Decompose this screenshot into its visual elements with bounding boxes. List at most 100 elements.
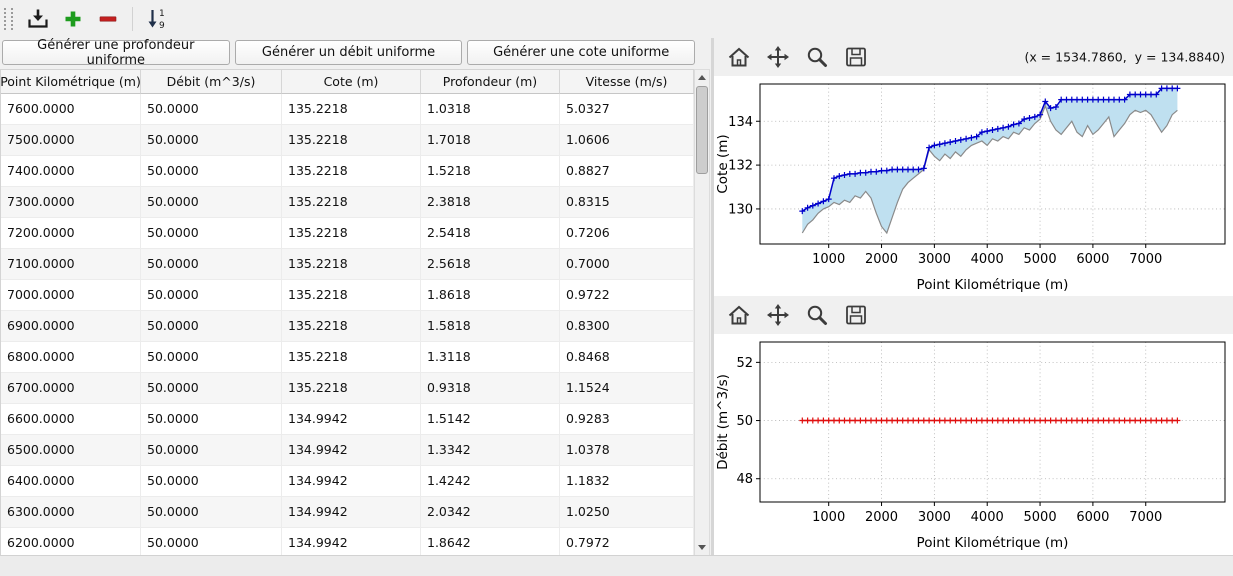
table-cell[interactable]: 6300.0000 [1,497,141,528]
table-cell[interactable]: 0.8300 [560,311,694,342]
table-cell[interactable]: 50.0000 [141,125,282,156]
table-row[interactable]: 6500.0000 50.0000 134.9942 1.3342 1.0378 [1,435,694,466]
table-cell[interactable]: 1.8618 [421,280,560,311]
table-cell[interactable]: 0.7972 [560,528,694,555]
table-cell[interactable]: 1.8642 [421,528,560,555]
table-cell[interactable]: 7600.0000 [1,94,141,125]
table-row[interactable]: 7100.0000 50.0000 135.2218 2.5618 0.7000 [1,249,694,280]
zoom-icon[interactable] [802,42,832,72]
column-header[interactable]: Point Kilométrique (m) [1,70,141,94]
generate-uniform-level-button[interactable]: Générer une cote uniforme [467,40,696,65]
table-cell[interactable]: 0.9283 [560,404,694,435]
table-cell[interactable]: 7300.0000 [1,187,141,218]
save-icon[interactable] [841,42,871,72]
table-row[interactable]: 6900.0000 50.0000 135.2218 1.5818 0.8300 [1,311,694,342]
table-row[interactable]: 7000.0000 50.0000 135.2218 1.8618 0.9722 [1,280,694,311]
table-cell[interactable]: 50.0000 [141,249,282,280]
table-cell[interactable]: 50.0000 [141,373,282,404]
table-cell[interactable]: 0.7000 [560,249,694,280]
pan-icon[interactable] [763,42,793,72]
table-cell[interactable]: 5.0327 [560,94,694,125]
scrollbar-thumb[interactable] [696,86,708,174]
column-header[interactable]: Débit (m^3/s) [141,70,282,94]
table-cell[interactable]: 6800.0000 [1,342,141,373]
table-cell[interactable]: 1.0606 [560,125,694,156]
table-cell[interactable]: 7000.0000 [1,280,141,311]
table-cell[interactable]: 135.2218 [282,94,421,125]
table-cell[interactable]: 135.2218 [282,156,421,187]
table-cell[interactable]: 7100.0000 [1,249,141,280]
table-cell[interactable]: 134.9942 [282,466,421,497]
scroll-down-button[interactable] [695,540,709,555]
table-cell[interactable]: 135.2218 [282,187,421,218]
home-icon[interactable] [724,42,754,72]
table-row[interactable]: 7400.0000 50.0000 135.2218 1.5218 0.8827 [1,156,694,187]
table-cell[interactable]: 50.0000 [141,466,282,497]
generate-uniform-depth-button[interactable]: Générer une profondeur uniforme [2,38,230,68]
table-cell[interactable]: 0.8315 [560,187,694,218]
table-cell[interactable]: 135.2218 [282,125,421,156]
table-cell[interactable]: 0.7206 [560,218,694,249]
table-cell[interactable]: 50.0000 [141,187,282,218]
table-cell[interactable]: 134.9942 [282,497,421,528]
panel-divider[interactable] [711,38,714,556]
table-row[interactable]: 6200.0000 50.0000 134.9942 1.8642 0.7972 [1,528,694,555]
cote-profile-chart[interactable]: 1000 2000 3000 4000 5000 6000 7000 130 132 134 Poi… [714,76,1233,296]
table-cell[interactable]: 6900.0000 [1,311,141,342]
table-cell[interactable]: 2.5418 [421,218,560,249]
table-cell[interactable]: 7500.0000 [1,125,141,156]
table-cell[interactable]: 134.9942 [282,404,421,435]
table-cell[interactable]: 50.0000 [141,280,282,311]
table-cell[interactable]: 135.2218 [282,311,421,342]
home-icon[interactable] [724,300,754,330]
pan-icon[interactable] [763,300,793,330]
table-cell[interactable]: 1.4242 [421,466,560,497]
table-cell[interactable]: 50.0000 [141,94,282,125]
table-cell[interactable]: 1.3342 [421,435,560,466]
table-cell[interactable]: 134.9942 [282,528,421,555]
table-cell[interactable]: 6400.0000 [1,466,141,497]
table-cell[interactable]: 7400.0000 [1,156,141,187]
add-row-icon[interactable] [58,4,88,34]
table-cell[interactable]: 1.1832 [560,466,694,497]
table-cell[interactable]: 50.0000 [141,218,282,249]
table-cell[interactable]: 0.9722 [560,280,694,311]
table-cell[interactable]: 135.2218 [282,249,421,280]
table-cell[interactable]: 7200.0000 [1,218,141,249]
export-table-icon[interactable] [23,4,53,34]
table-cell[interactable]: 6500.0000 [1,435,141,466]
table-cell[interactable]: 0.8827 [560,156,694,187]
table-row[interactable]: 6300.0000 50.0000 134.9942 2.0342 1.0250 [1,497,694,528]
table-row[interactable]: 6700.0000 50.0000 135.2218 0.9318 1.1524 [1,373,694,404]
table-cell[interactable]: 134.9942 [282,435,421,466]
table-cell[interactable]: 50.0000 [141,342,282,373]
table-row[interactable]: 6600.0000 50.0000 134.9942 1.5142 0.9283 [1,404,694,435]
table-cell[interactable]: 6700.0000 [1,373,141,404]
table-cell[interactable]: 1.5818 [421,311,560,342]
table-cell[interactable]: 1.7018 [421,125,560,156]
zoom-icon[interactable] [802,300,832,330]
table-cell[interactable]: 1.3118 [421,342,560,373]
debit-profile-chart[interactable]: 1000 2000 3000 4000 5000 6000 7000 48 50 52 Point … [714,334,1233,554]
toolbar-grip[interactable] [4,8,13,30]
table-row[interactable]: 7600.0000 50.0000 135.2218 1.0318 5.0327 [1,94,694,125]
remove-row-icon[interactable] [93,4,123,34]
table-row[interactable]: 6400.0000 50.0000 134.9942 1.4242 1.1832 [1,466,694,497]
table-cell[interactable]: 50.0000 [141,528,282,555]
table-row[interactable]: 6800.0000 50.0000 135.2218 1.3118 0.8468 [1,342,694,373]
table-scrollbar[interactable] [694,69,710,556]
table-cell[interactable]: 50.0000 [141,311,282,342]
table-cell[interactable]: 1.0250 [560,497,694,528]
table-cell[interactable]: 50.0000 [141,435,282,466]
table-cell[interactable]: 135.2218 [282,373,421,404]
scroll-up-button[interactable] [695,70,709,85]
table-cell[interactable]: 1.1524 [560,373,694,404]
table-row[interactable]: 7500.0000 50.0000 135.2218 1.7018 1.0606 [1,125,694,156]
table-cell[interactable]: 2.5618 [421,249,560,280]
table-cell[interactable]: 1.0378 [560,435,694,466]
table-row[interactable]: 7300.0000 50.0000 135.2218 2.3818 0.8315 [1,187,694,218]
table-cell[interactable]: 50.0000 [141,404,282,435]
table-cell[interactable]: 1.5142 [421,404,560,435]
table-cell[interactable]: 1.0318 [421,94,560,125]
table-cell[interactable]: 50.0000 [141,156,282,187]
